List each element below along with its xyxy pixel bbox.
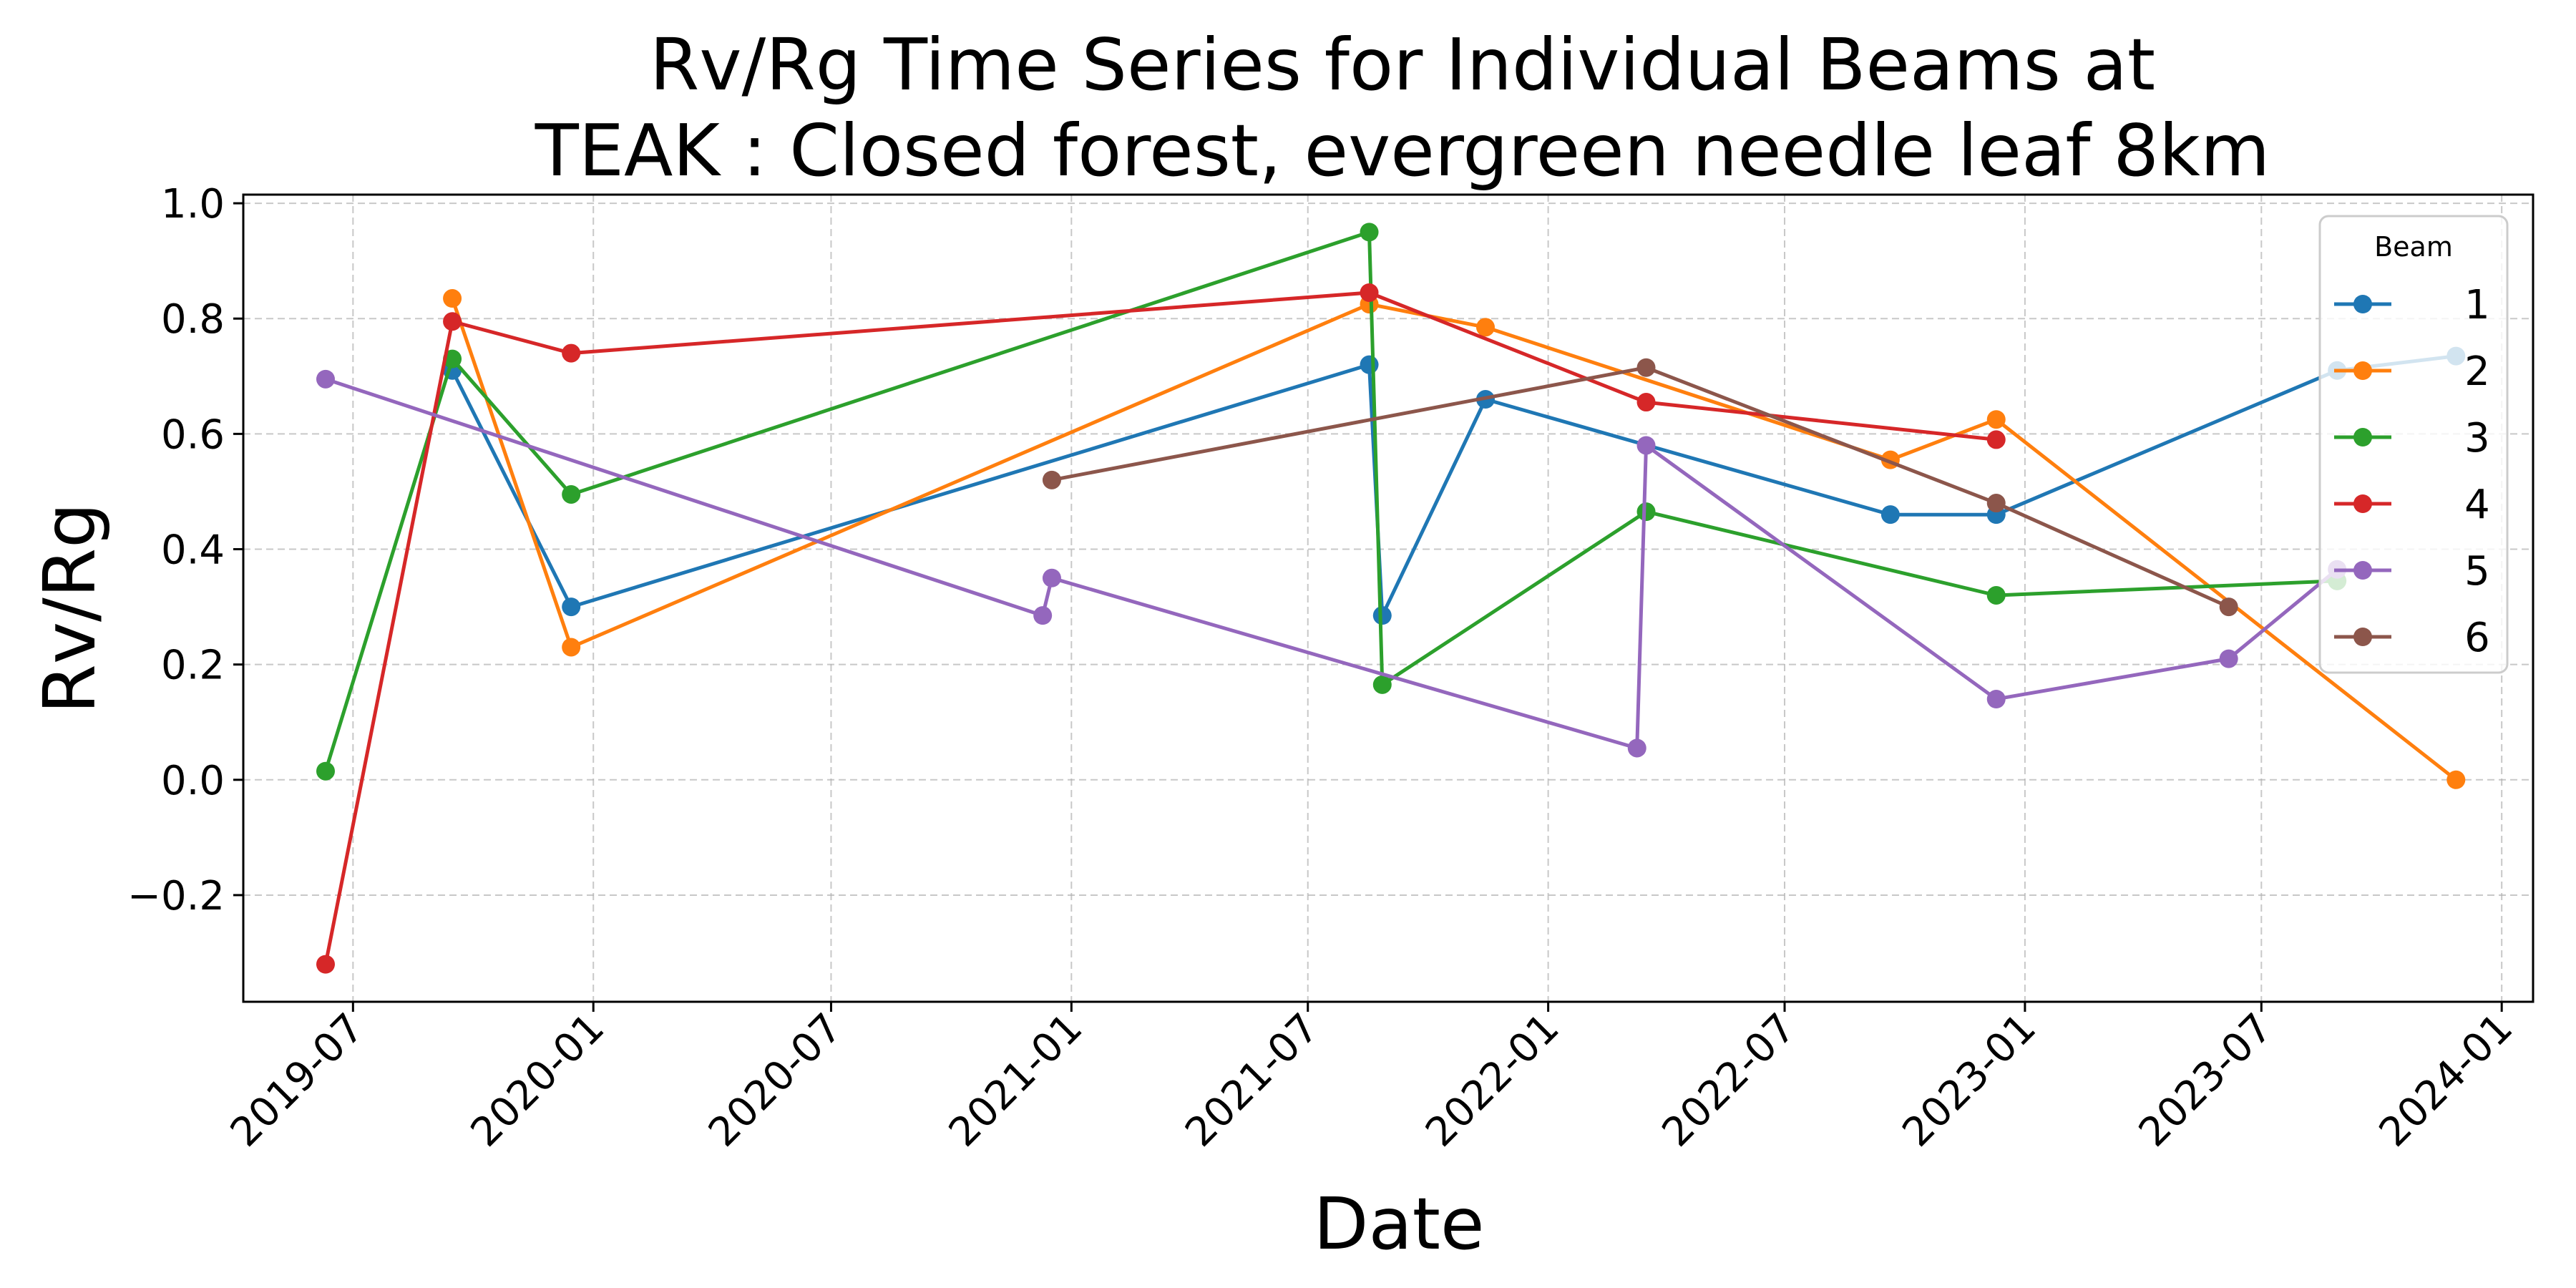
legend-item: 2	[2334, 348, 2490, 395]
data-point	[443, 312, 462, 331]
legend-marker	[2353, 361, 2372, 380]
legend-box	[2318, 215, 2509, 674]
y-tick-label: 0.2	[161, 643, 225, 689]
data-point	[1986, 494, 2006, 513]
legend-marker	[2353, 628, 2372, 646]
legend-label: 6	[2464, 615, 2490, 661]
y-tick-label: 1.0	[161, 181, 225, 228]
chart-title-line-1: Rv/Rg Time Series for Individual Beams a…	[650, 23, 2155, 107]
y-axis: 1.0 0.8 0.6 0.4 0.2 0.0 −0.2	[127, 181, 243, 919]
y-axis-label: Rv/Rg	[28, 502, 112, 713]
data-point	[1636, 358, 1656, 377]
data-point	[2219, 597, 2238, 617]
data-point	[1986, 585, 2006, 605]
data-point	[1372, 606, 1392, 625]
data-point	[1042, 470, 1061, 489]
data-point	[1360, 223, 1379, 242]
y-tick-label: 0.6	[161, 411, 225, 458]
data-point	[316, 955, 336, 974]
data-point	[1033, 606, 1053, 625]
series-4	[316, 283, 2006, 974]
legend: Beam 1 2 3 4 5 6	[2318, 215, 2509, 674]
legend-marker	[2353, 494, 2372, 513]
data-point	[316, 761, 336, 781]
y-tick-label: 0.4	[161, 527, 225, 574]
data-point	[562, 597, 581, 617]
legend-marker	[2353, 295, 2372, 313]
data-point	[1986, 430, 2006, 449]
data-point	[1627, 738, 1646, 758]
data-point	[562, 484, 581, 504]
data-point	[1360, 355, 1379, 374]
series-3	[316, 223, 2347, 781]
legend-label: 1	[2464, 282, 2490, 328]
legend-item: 5	[2334, 548, 2490, 595]
plot-frame	[242, 193, 2534, 1003]
data-point	[562, 343, 581, 363]
data-point	[1042, 568, 1061, 587]
series-2	[443, 289, 2466, 789]
y-tick-label: 0.0	[161, 758, 225, 804]
series-line	[323, 230, 2338, 772]
data-point	[1636, 393, 1656, 412]
data-point	[1986, 690, 2006, 708]
y-tick-label: 0.8	[161, 296, 225, 343]
legend-marker	[2353, 428, 2372, 447]
legend-item: 4	[2334, 482, 2490, 528]
series-layer	[316, 223, 2466, 974]
data-point	[1372, 675, 1392, 694]
legend-item: 1	[2334, 282, 2490, 328]
legend-label: 5	[2464, 548, 2490, 595]
data-point	[2446, 770, 2466, 789]
data-point	[316, 369, 336, 389]
legend-item: 3	[2334, 415, 2490, 462]
data-point	[1360, 283, 1379, 302]
data-point	[562, 638, 581, 657]
data-point	[1475, 318, 1495, 337]
legend-item: 6	[2334, 615, 2490, 661]
legend-items: 1 2 3 4 5 6	[2334, 282, 2490, 661]
data-point	[1636, 436, 1656, 455]
data-point	[1636, 502, 1656, 522]
legend-marker	[2353, 561, 2372, 580]
series-line	[323, 291, 1996, 965]
data-point	[1880, 505, 1900, 525]
y-tick-label: −0.2	[127, 873, 225, 919]
legend-label: 3	[2464, 415, 2490, 462]
chart-title-line-2: TEAK : Closed forest, evergreen needle l…	[535, 109, 2270, 192]
legend-label: 4	[2464, 482, 2490, 528]
x-axis-label: Date	[1313, 1182, 1484, 1266]
data-point	[443, 289, 462, 308]
data-point	[2219, 649, 2238, 668]
series-6	[1042, 358, 2238, 617]
legend-label: 2	[2464, 348, 2490, 395]
data-point	[1986, 410, 2006, 429]
legend-title: Beam	[2374, 231, 2453, 263]
series-line	[1051, 366, 2230, 609]
